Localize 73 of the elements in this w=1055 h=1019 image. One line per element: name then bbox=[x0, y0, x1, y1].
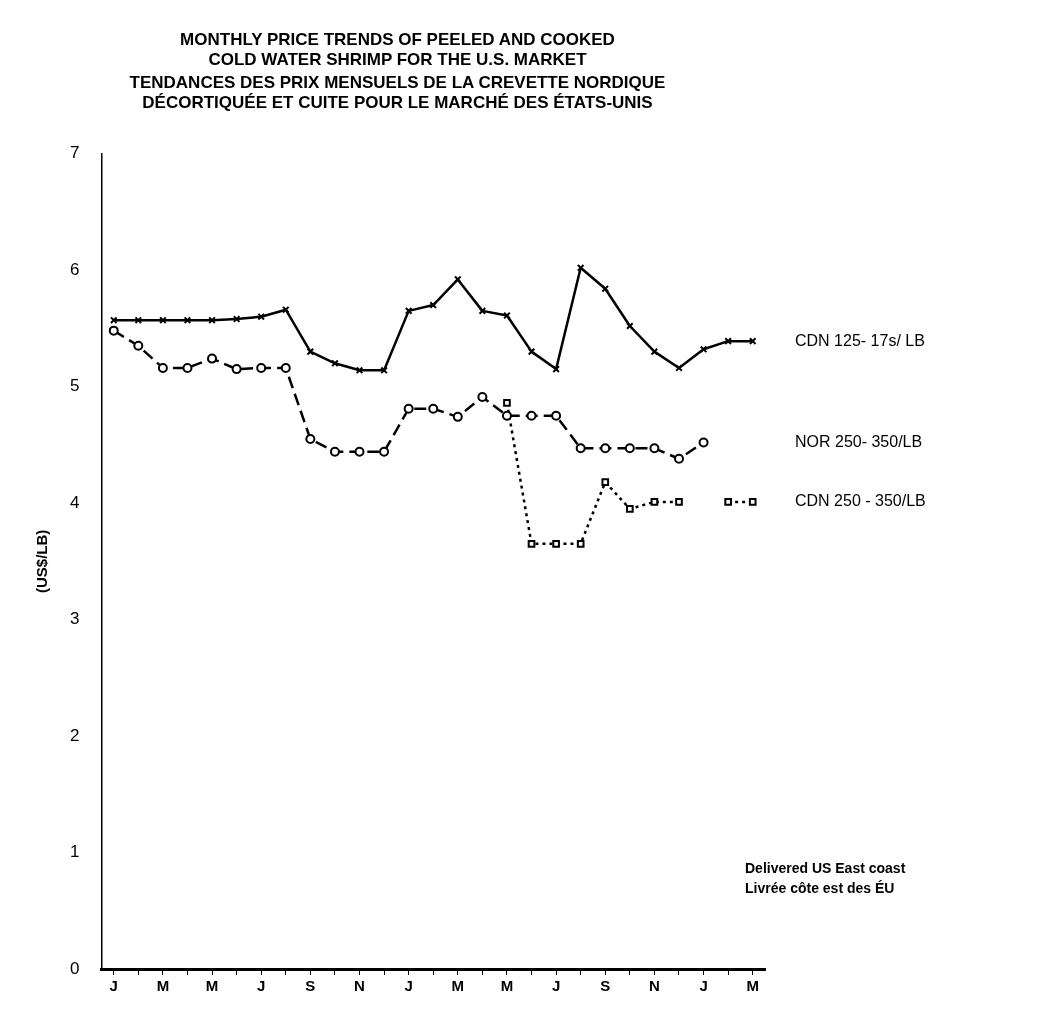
point bbox=[477, 392, 488, 403]
x-tick-label: N bbox=[354, 977, 365, 995]
y-tick-label: 4 bbox=[69, 492, 80, 512]
point bbox=[624, 443, 635, 454]
x-tick-label: M bbox=[500, 977, 514, 995]
x-tick-label: S bbox=[600, 977, 611, 995]
point bbox=[355, 366, 364, 375]
point bbox=[650, 498, 659, 506]
point bbox=[503, 399, 511, 407]
point bbox=[649, 443, 660, 454]
point bbox=[453, 275, 462, 284]
x-tick-label: J bbox=[699, 977, 708, 995]
point bbox=[526, 410, 537, 421]
point bbox=[428, 403, 439, 414]
point bbox=[527, 540, 536, 548]
point bbox=[650, 347, 659, 356]
y-tick-label: 1 bbox=[69, 842, 80, 862]
y-tick-label: 0 bbox=[69, 958, 80, 978]
point bbox=[699, 345, 708, 354]
y-tick-label: 5 bbox=[69, 376, 80, 396]
point bbox=[576, 540, 585, 548]
point bbox=[133, 340, 144, 351]
point bbox=[675, 498, 683, 506]
point bbox=[379, 446, 390, 457]
point bbox=[354, 446, 365, 457]
point bbox=[231, 364, 242, 375]
point bbox=[575, 443, 586, 454]
point bbox=[501, 410, 512, 421]
point bbox=[452, 411, 463, 422]
point bbox=[403, 403, 414, 414]
x-tick-label: M bbox=[746, 977, 759, 995]
point bbox=[724, 498, 732, 506]
text: CDN 250 - 350/LB bbox=[795, 492, 926, 510]
point bbox=[305, 433, 316, 444]
chart-title: MONTHLY PRICE TRENDS OF PEELED AND COOKED COLD WATER SHRIMP FOR THE U.S. MARKET bbox=[180, 29, 615, 70]
x-tick-label: M bbox=[451, 977, 465, 995]
y-tick-label: 3 bbox=[69, 609, 80, 629]
x-tick-label: M bbox=[205, 977, 219, 995]
point bbox=[600, 443, 611, 454]
y-tick-label: 2 bbox=[69, 725, 80, 745]
x-tick-label: J bbox=[109, 977, 118, 995]
y-tick-label: 7 bbox=[69, 143, 80, 163]
point bbox=[232, 315, 241, 323]
point bbox=[280, 362, 291, 373]
point bbox=[331, 359, 339, 368]
x-tick-label: J bbox=[551, 977, 561, 995]
y-tick-label: 6 bbox=[69, 259, 80, 279]
chart-subtitle: TENDANCES DES PRIX MENSUELS DE LA CREVETTE NORDIQUE DÉCORTIQUÉE ET CUITE POUR LE MARCHÉ DES ÉTATS-UNIS bbox=[129, 72, 666, 113]
y-axis-title: (US$/LB) bbox=[33, 529, 51, 593]
point bbox=[673, 453, 684, 464]
point bbox=[207, 353, 218, 364]
point bbox=[306, 347, 315, 356]
x-tick-label: M bbox=[156, 977, 170, 995]
point bbox=[527, 347, 536, 356]
point bbox=[698, 437, 709, 448]
annotation: Delivered US East coast Livrée côte est des ÉU bbox=[745, 859, 906, 896]
point bbox=[626, 505, 634, 513]
text: CDN 125- 17s/ LB bbox=[795, 331, 925, 349]
text: NOR 250- 350/LB bbox=[795, 432, 923, 450]
point bbox=[329, 446, 340, 457]
point bbox=[256, 362, 267, 373]
x-tick-label: N bbox=[648, 977, 660, 995]
point bbox=[551, 410, 562, 421]
x-tick-label: S bbox=[305, 977, 316, 995]
x-tick-label: J bbox=[257, 977, 266, 995]
point bbox=[183, 316, 192, 324]
point bbox=[182, 362, 193, 373]
point bbox=[157, 362, 168, 373]
point bbox=[108, 325, 119, 336]
point bbox=[748, 498, 757, 506]
point bbox=[552, 540, 560, 548]
x-tick-label: J bbox=[404, 977, 413, 995]
point bbox=[601, 478, 610, 486]
